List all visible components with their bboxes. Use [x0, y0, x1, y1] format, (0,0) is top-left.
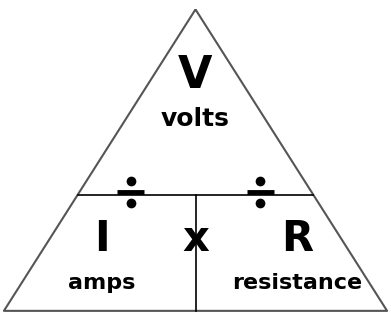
- Text: volts: volts: [161, 107, 230, 131]
- Text: R: R: [281, 218, 313, 260]
- Text: resistance: resistance: [232, 273, 362, 293]
- Text: amps: amps: [68, 273, 135, 293]
- Text: I: I: [94, 218, 109, 260]
- Text: x: x: [182, 218, 209, 260]
- Text: V: V: [178, 54, 213, 97]
